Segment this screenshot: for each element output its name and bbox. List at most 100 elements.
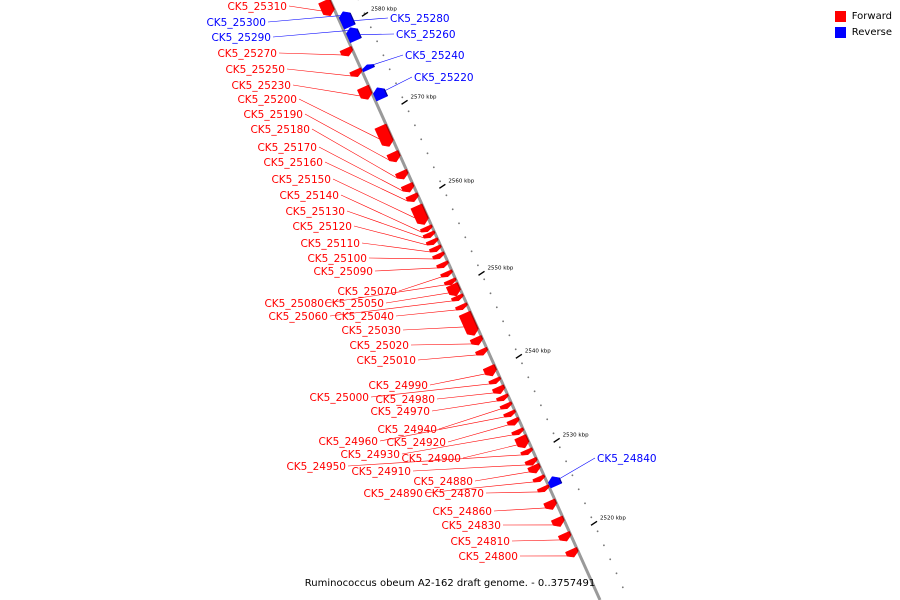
- gene-label[interactable]: CK5_24830: [441, 520, 501, 532]
- gene-feature-ck5-24970[interactable]: [495, 393, 509, 402]
- gene-label[interactable]: CK5_25010: [356, 355, 416, 367]
- gene-label[interactable]: CK5_24930: [340, 449, 400, 461]
- gene-label[interactable]: CK5_24920: [386, 437, 446, 449]
- gene-label[interactable]: CK5_24810: [450, 536, 510, 548]
- gene-feature-ck5-25170[interactable]: [400, 182, 415, 193]
- minor-tick-dot: [502, 320, 505, 323]
- gene-feature-ck5-25140[interactable]: [419, 224, 433, 233]
- gene-label[interactable]: CK5_24970: [370, 406, 430, 418]
- gene-feature-ck5-25160[interactable]: [405, 192, 419, 202]
- gene-leader-line: [329, 300, 453, 317]
- gene-feature-ck5-25110[interactable]: [428, 244, 442, 253]
- gene-label[interactable]: CK5_24910: [351, 466, 411, 478]
- tick-label: 2550 kbp: [488, 265, 514, 271]
- gene-label[interactable]: CK5_25180: [250, 124, 310, 136]
- gene-feature-ck5-25240[interactable]: [362, 64, 375, 73]
- gene-label[interactable]: CK5_25270: [217, 48, 277, 60]
- gene-feature-ck5-24870[interactable]: [536, 484, 550, 493]
- gene-label[interactable]: CK5_25120: [292, 221, 352, 233]
- gene-shade-line: [568, 531, 572, 536]
- gene-label[interactable]: CK5_24880: [413, 476, 473, 488]
- gene-label[interactable]: CK5_24940: [377, 424, 437, 436]
- gene-label[interactable]: CK5_24800: [458, 551, 518, 563]
- gene-feature-ck5-25030[interactable]: [458, 310, 479, 336]
- genome-caption: Ruminococcus obeum A2-162 draft genome. …: [304, 578, 596, 589]
- gene-label[interactable]: CK5_24890: [363, 488, 423, 500]
- gene-label[interactable]: CK5_25100: [307, 253, 367, 265]
- gene-label[interactable]: CK5_25250: [225, 64, 285, 76]
- gene-label[interactable]: CK5_25280: [390, 13, 450, 25]
- gene-label[interactable]: CK5_25150: [271, 174, 331, 186]
- gene-feature-ck5-25090[interactable]: [436, 260, 449, 269]
- gene-feature-ck5-24900[interactable]: [514, 434, 530, 449]
- gene-label[interactable]: CK5_24840: [597, 453, 657, 465]
- gene-feature-ck5-24880[interactable]: [527, 463, 541, 474]
- gene-leader-line: [493, 507, 546, 512]
- gene-label[interactable]: CK5_24900: [401, 453, 461, 465]
- gene-label[interactable]: CK5_25040: [334, 311, 394, 323]
- minor-tick-dot: [395, 82, 397, 85]
- gene-feature-ck5-24930[interactable]: [511, 427, 524, 436]
- gene-label[interactable]: CK5_25050: [324, 298, 384, 310]
- gene-feature-ck5-25180[interactable]: [394, 169, 409, 180]
- gene-feature-ck5-25070[interactable]: [440, 269, 453, 278]
- gene-feature-ck5-25250[interactable]: [349, 67, 363, 77]
- gene-label[interactable]: CK5_25230: [231, 80, 291, 92]
- gene-label[interactable]: CK5_25000: [309, 392, 369, 404]
- gene-feature-ck5-24920[interactable]: [506, 416, 520, 426]
- gene-label[interactable]: CK5_25110: [300, 238, 360, 250]
- gene-label[interactable]: CK5_25060: [268, 311, 328, 323]
- gene-feature-ck5-25050[interactable]: [445, 282, 461, 297]
- gene-label[interactable]: CK5_25160: [263, 157, 323, 169]
- gene-label[interactable]: CK5_25290: [211, 32, 271, 44]
- gene-label[interactable]: CK5_24860: [432, 506, 492, 518]
- minor-tick-dot: [445, 194, 448, 197]
- gene-feature-ck5-25200[interactable]: [374, 123, 394, 147]
- gene-feature-ck5-24980[interactable]: [491, 384, 505, 394]
- gene-feature-ck5-24890[interactable]: [532, 474, 546, 483]
- gene-label[interactable]: CK5_24990: [368, 380, 428, 392]
- gene-feature-ck5-24910[interactable]: [524, 456, 538, 466]
- gene-label[interactable]: CK5_24950: [286, 461, 346, 473]
- gene-feature-ck5-24840[interactable]: [548, 476, 563, 489]
- gene-label[interactable]: CK5_25240: [405, 50, 465, 62]
- gene-label[interactable]: CK5_25310: [227, 1, 287, 13]
- gene-label[interactable]: CK5_25070: [337, 286, 397, 298]
- gene-feature-ck5-25270[interactable]: [339, 46, 353, 57]
- gene-label[interactable]: CK5_25030: [341, 325, 401, 337]
- gene-feature-ck5-25230[interactable]: [356, 84, 373, 100]
- gene-label[interactable]: CK5_25090: [313, 266, 373, 278]
- gene-label[interactable]: CK5_24870: [424, 488, 484, 500]
- gene-feature-ck5-24960[interactable]: [503, 409, 516, 418]
- gene-label[interactable]: CK5_25130: [285, 206, 345, 218]
- gene-feature-ck5-25000[interactable]: [488, 376, 502, 385]
- gene-label[interactable]: CK5_25260: [396, 29, 456, 41]
- gene-feature-ck5-24940[interactable]: [499, 401, 513, 410]
- gene-feature-ck5-25020[interactable]: [469, 335, 483, 346]
- gene-label[interactable]: CK5_24980: [375, 394, 435, 406]
- gene-feature-ck5-25260[interactable]: [348, 33, 362, 44]
- gene-feature-ck5-25100[interactable]: [431, 251, 445, 260]
- gene-label[interactable]: CK5_25140: [279, 190, 339, 202]
- gene-feature-ck5-24810[interactable]: [557, 531, 572, 542]
- tick-label: 2540 kbp: [525, 348, 551, 354]
- gene-feature-ck5-25150[interactable]: [410, 203, 429, 225]
- gene-label[interactable]: CK5_25170: [257, 142, 317, 154]
- gene-label[interactable]: CK5_25190: [243, 109, 303, 121]
- gene-feature-ck5-25280[interactable]: [342, 19, 356, 30]
- gene-label[interactable]: CK5_24960: [318, 436, 378, 448]
- minor-tick-dot: [577, 488, 580, 491]
- gene-feature-ck5-24950[interactable]: [520, 447, 533, 456]
- gene-feature-ck5-25310[interactable]: [318, 0, 335, 17]
- gene-feature-ck5-24800[interactable]: [565, 547, 579, 558]
- gene-label[interactable]: CK5_25300: [206, 17, 266, 29]
- gene-label[interactable]: CK5_25220: [414, 72, 474, 84]
- gene-label[interactable]: CK5_25020: [349, 340, 409, 352]
- gene-leader-line: [559, 457, 596, 479]
- gene-feature-ck5-25010[interactable]: [474, 346, 488, 356]
- gene-feature-ck5-25220[interactable]: [373, 87, 388, 102]
- gene-feature-ck5-25120[interactable]: [425, 237, 439, 246]
- gene-feature-ck5-25040[interactable]: [454, 302, 468, 311]
- gene-label[interactable]: CK5_25200: [237, 94, 297, 106]
- gene-label[interactable]: CK5_25080: [264, 298, 324, 310]
